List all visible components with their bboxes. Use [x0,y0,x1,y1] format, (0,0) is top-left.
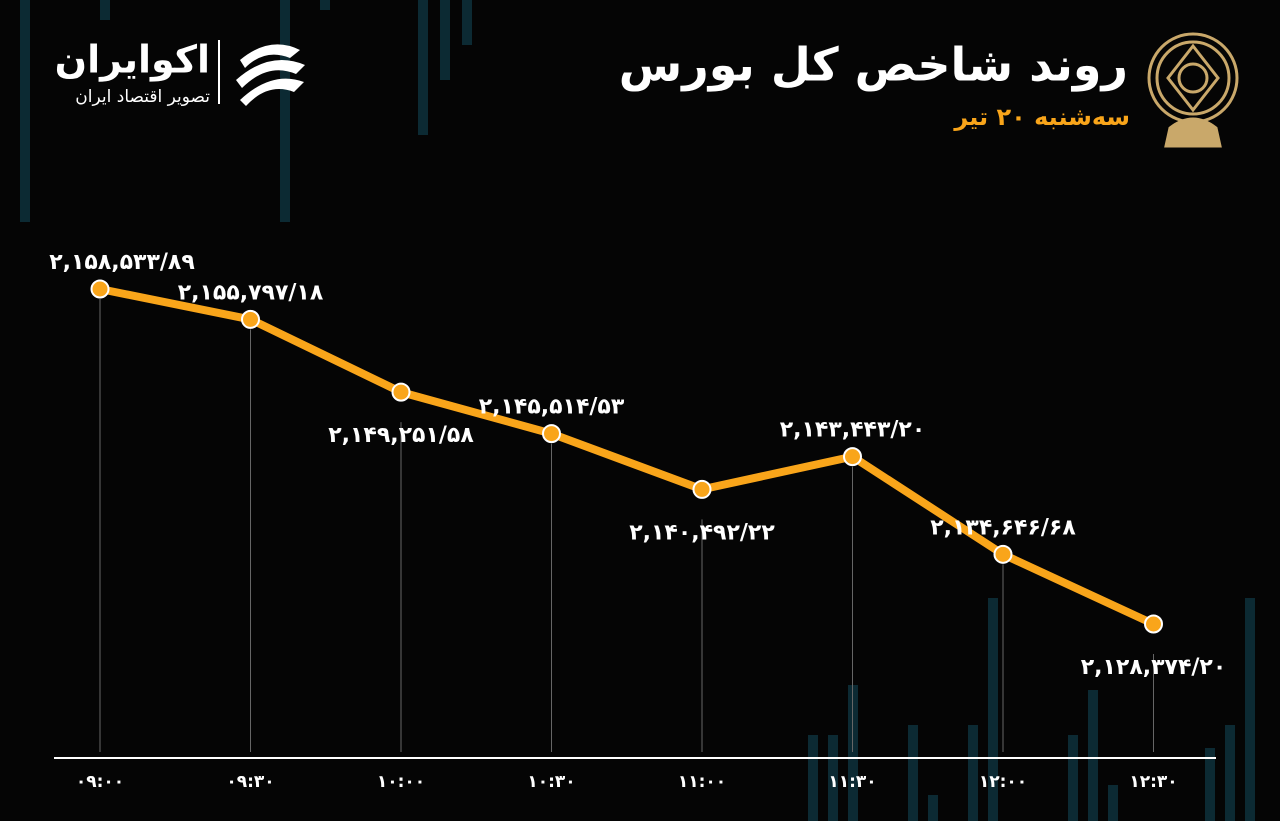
value-label: ۲,۱۲۸,۳۷۴/۲۰ [1081,655,1227,680]
brand-tagline: تصویر اقتصاد ایران [75,87,210,107]
brand-name: اکوایران [55,38,210,82]
x-tick-label: ۰۹:۳۰ [226,772,274,792]
value-label: ۲,۱۵۵,۷۹۷/۱۸ [178,280,324,305]
x-tick-label: ۱۲:۳۰ [1129,772,1177,792]
x-tick-label: ۱۰:۰۰ [377,772,425,792]
point [241,309,260,329]
value-label: ۲,۱۵۸,۵۳۳/۸۹ [49,250,195,275]
point [542,424,561,444]
point [90,279,110,299]
background-bars [20,0,1255,821]
point [692,479,712,499]
value-label: ۲,۱۳۴,۶۴۶/۶۸ [930,515,1076,540]
point [843,447,862,467]
x-tick-label: ۱۰:۳۰ [527,772,575,792]
value-label: ۲,۱۴۳,۴۴۳/۲۰ [780,418,926,443]
point [993,544,1013,564]
brand-logo [218,40,305,106]
point [391,382,411,402]
bourse-emblem [1147,32,1239,148]
value-label: ۲,۱۴۵,۵۱۴/۵۳ [479,395,625,420]
x-tick-label: ۱۱:۳۰ [828,772,876,792]
value-label: ۲,۱۴۹,۲۵۱/۵۸ [328,423,474,448]
line [99,285,1156,628]
chart-subtitle: سه‌شنبه ۲۰ تیر [953,103,1130,131]
x-tick-label: ۱۲:۰۰ [979,772,1027,792]
point [1144,614,1163,634]
x-tick-label: ۱۱:۰۰ [678,772,726,792]
value-label: ۲,۱۴۰,۴۹۲/۲۲ [629,520,775,545]
x-tick-label: ۰۹:۰۰ [76,772,124,792]
chart-title: روند شاخص کل بورس [619,38,1128,92]
